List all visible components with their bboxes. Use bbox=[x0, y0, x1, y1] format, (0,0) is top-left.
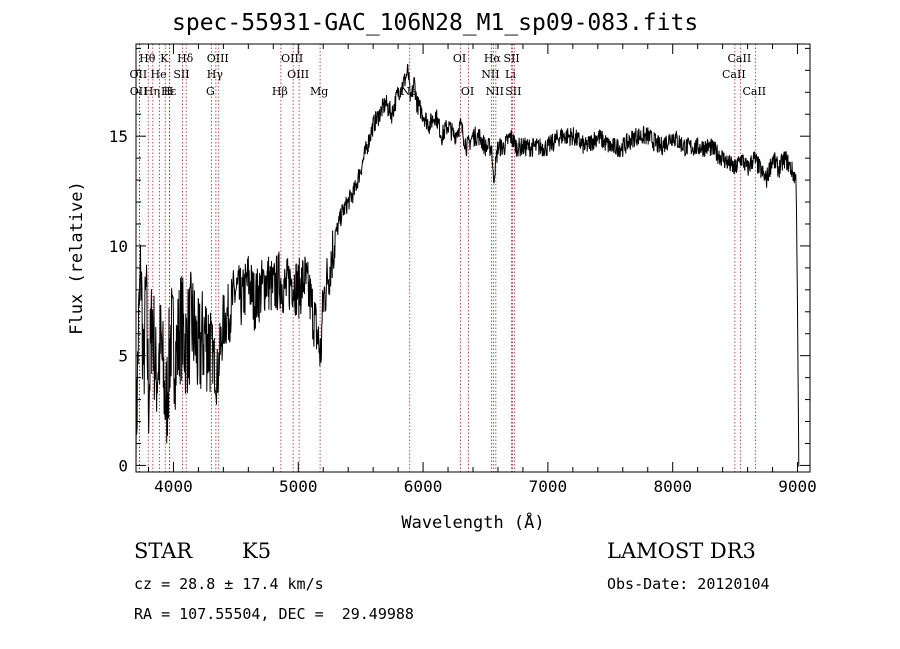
chart-title: spec-55931-GAC_106N28_M1_sp09-083.fits bbox=[172, 10, 699, 36]
line-label-16: CaII bbox=[722, 68, 746, 81]
line-label-10: He bbox=[151, 68, 167, 81]
line-label-20: H bbox=[164, 85, 174, 98]
x-tick-label-4: 8000 bbox=[653, 477, 692, 496]
line-label-18: Hε bbox=[161, 85, 177, 98]
line-label-25: OI bbox=[461, 85, 474, 98]
line-label-28: CaII bbox=[742, 85, 766, 98]
x-tick-label-0: 4000 bbox=[154, 477, 193, 496]
y-tick-label-2: 10 bbox=[109, 237, 128, 256]
line-label-27: SII bbox=[505, 85, 521, 98]
spectral-line-markers bbox=[138, 44, 756, 472]
line-label-4: OIII bbox=[281, 52, 303, 65]
x-tick-label-5: 9000 bbox=[778, 477, 817, 496]
line-label-23: Mg bbox=[310, 85, 328, 98]
line-label-6: Hα bbox=[484, 52, 502, 65]
y-tick-label-3: 15 bbox=[109, 127, 128, 146]
object-subclass: K5 bbox=[242, 539, 272, 563]
axis-ticks: 4000 5000 6000 7000 8000 9000 0 5 10 15 bbox=[109, 44, 817, 496]
line-label-2: Hδ bbox=[177, 52, 194, 65]
observation-date: Obs-Date: 20120104 bbox=[607, 575, 770, 593]
line-label-7: SII bbox=[503, 52, 519, 65]
line-label-13: OIII bbox=[287, 68, 309, 81]
object-class: STAR bbox=[134, 539, 193, 563]
line-label-22: Hβ bbox=[272, 85, 288, 98]
line-label-9: OII bbox=[130, 68, 148, 81]
line-label-15: Li bbox=[505, 68, 516, 81]
line-label-17: OII bbox=[130, 85, 148, 98]
line-label-19: Hη bbox=[144, 85, 160, 98]
y-axis-label: Flux (relative) bbox=[67, 181, 87, 335]
redshift-readout: cz = 28.8 ± 17.4 km/s bbox=[134, 575, 324, 593]
spectrum-series-line bbox=[135, 63, 800, 470]
y-tick-label-0: 0 bbox=[118, 456, 128, 475]
line-label-0: Hθ bbox=[139, 52, 156, 65]
line-label-21: G bbox=[206, 85, 215, 98]
line-label-8: CaII bbox=[728, 52, 752, 65]
x-tick-label-1: 5000 bbox=[279, 477, 318, 496]
line-label-3: OIII bbox=[207, 52, 229, 65]
line-label-5: OI bbox=[453, 52, 466, 65]
x-tick-label-2: 6000 bbox=[404, 477, 443, 496]
coordinates-readout: RA = 107.55504, DEC = 29.49988 bbox=[134, 605, 414, 623]
line-label-26: NII bbox=[486, 85, 504, 98]
x-tick-label-3: 7000 bbox=[529, 477, 568, 496]
survey-name: LAMOST DR3 bbox=[607, 539, 756, 563]
plot-frame bbox=[135, 43, 811, 473]
line-label-1: K bbox=[160, 52, 169, 65]
x-axis-label: Wavelength (Å) bbox=[401, 511, 544, 533]
line-label-11: SII bbox=[173, 68, 189, 81]
line-label-12: Hγ bbox=[207, 68, 224, 81]
y-tick-label-1: 5 bbox=[118, 347, 128, 366]
line-label-14: NII bbox=[481, 68, 499, 81]
